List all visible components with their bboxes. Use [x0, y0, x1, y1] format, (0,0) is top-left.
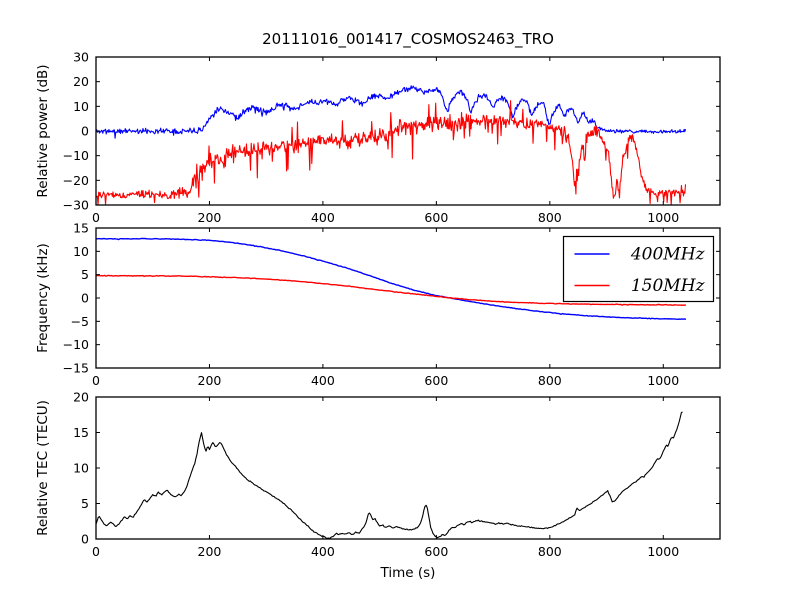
y-tick-label: 5: [81, 267, 89, 282]
subplot-1: 0 200 400 600 800 1000 −15 −10 −5 0 5 10 15 400MHz 150…: [63, 221, 721, 388]
x-tick-label: 800: [538, 373, 562, 388]
x-tick-label: 400: [311, 210, 335, 225]
y-tick-label: −10: [63, 148, 89, 163]
y-tick-label: 20: [73, 390, 89, 405]
subplot-0: 0 200 400 600 800 1000 −30 −20 −10 0 10 20 30: [63, 50, 721, 225]
x-tick-label: 0: [92, 544, 100, 559]
x-tick-label: 200: [198, 544, 222, 559]
trace-relative-tec: [96, 411, 683, 539]
x-tick-label: 200: [198, 373, 222, 388]
ylabel-relative-power: Relative power (dB): [35, 64, 51, 197]
x-tick-label: 1000: [647, 210, 679, 225]
figure-title: 20111016_001417_COSMOS2463_TRO: [262, 30, 554, 49]
x-tick-label: 600: [424, 373, 448, 388]
x-tick-label: 0: [92, 210, 100, 225]
x-tick-label: 400: [311, 544, 335, 559]
trace-400-mhz-residual-frequency: [96, 237, 687, 321]
x-tick-label: 0: [92, 373, 100, 388]
xlabel-time: Time (s): [380, 565, 436, 581]
ylabel-frequency: Frequency (kHz): [35, 243, 51, 353]
x-tick-label: 800: [538, 210, 562, 225]
x-tick-label: 1000: [647, 544, 679, 559]
x-tick-label: 400: [311, 373, 335, 388]
legend: 400MHz 150MHz: [562, 235, 715, 303]
ylabel-relative-tec: Relative TEC (TECU): [35, 400, 51, 536]
y-tick-label: 15: [73, 221, 89, 236]
trace-150-mhz-residual-frequency: [96, 274, 687, 306]
y-tick-label: 15: [73, 425, 89, 440]
x-tick-label: 200: [198, 210, 222, 225]
y-tick-label: 5: [81, 496, 89, 511]
y-tick-label: −20: [63, 173, 89, 188]
y-tick-label: −30: [63, 198, 89, 213]
legend-label-400mhz: 400MHz: [630, 245, 706, 265]
y-tick-label: 20: [73, 74, 89, 89]
y-tick-label: 0: [81, 124, 89, 139]
y-tick-label: 10: [73, 99, 89, 114]
legend-box: [562, 235, 715, 303]
y-tick-label: −5: [71, 314, 89, 329]
subplot-2: 0 200 400 600 800 1000 0 5 10 15 20: [73, 390, 721, 559]
x-tick-label: 1000: [647, 373, 679, 388]
y-tick-label: 0: [81, 291, 89, 306]
y-tick-label: −10: [63, 337, 89, 352]
y-tick-label: −15: [63, 361, 89, 376]
y-tick-label: 10: [73, 244, 89, 259]
trace-400-mhz-relative-power: [96, 85, 687, 139]
x-tick-label: 600: [424, 544, 448, 559]
legend-label-150mhz: 150MHz: [631, 276, 706, 296]
x-tick-label: 800: [538, 544, 562, 559]
y-tick-label: 10: [73, 461, 89, 476]
x-tick-label: 600: [424, 210, 448, 225]
y-tick-label: 0: [81, 532, 89, 547]
y-tick-label: 30: [73, 50, 89, 65]
trace-150-mhz-relative-power: [96, 100, 687, 205]
